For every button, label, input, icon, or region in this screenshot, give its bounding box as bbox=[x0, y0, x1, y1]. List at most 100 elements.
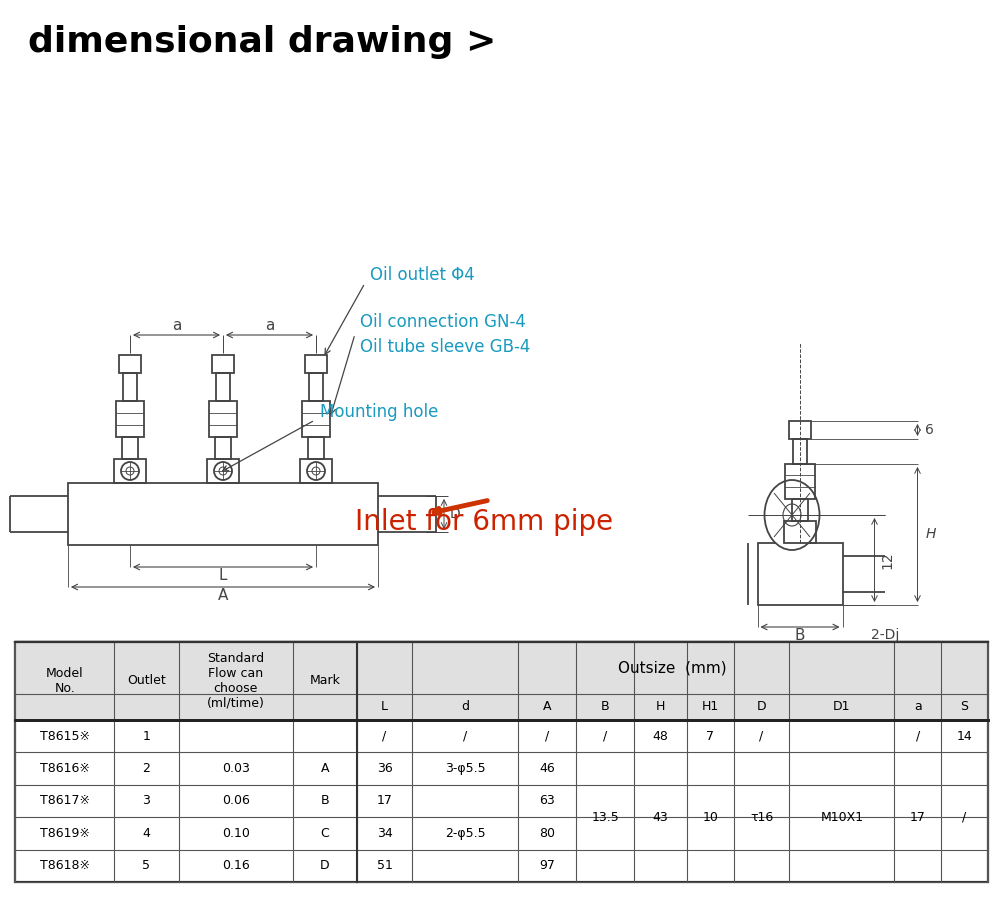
Bar bbox=[122, 437, 138, 459]
Bar bbox=[119, 355, 141, 373]
Text: 5: 5 bbox=[142, 860, 150, 872]
Bar bbox=[789, 421, 811, 439]
Bar bbox=[209, 401, 237, 437]
Bar bbox=[785, 464, 815, 499]
Text: T8617※: T8617※ bbox=[40, 795, 90, 807]
Bar bbox=[216, 373, 230, 401]
Text: 0.16: 0.16 bbox=[222, 860, 249, 872]
Text: 12: 12 bbox=[881, 551, 895, 569]
Text: M10X1: M10X1 bbox=[820, 811, 863, 824]
Text: H: H bbox=[926, 527, 936, 542]
Text: B: B bbox=[601, 700, 610, 714]
Text: Mark: Mark bbox=[309, 674, 340, 688]
Text: /: / bbox=[759, 730, 764, 742]
Text: B: B bbox=[320, 795, 329, 807]
Text: 17: 17 bbox=[377, 795, 393, 807]
Bar bbox=[302, 401, 330, 437]
Bar bbox=[305, 355, 327, 373]
Text: 0.03: 0.03 bbox=[222, 762, 250, 775]
Text: /: / bbox=[916, 730, 920, 742]
Text: D: D bbox=[450, 507, 461, 521]
Text: Oil outlet Φ4: Oil outlet Φ4 bbox=[370, 266, 475, 284]
Text: L: L bbox=[381, 700, 388, 714]
Bar bbox=[793, 439, 807, 464]
Text: /: / bbox=[603, 730, 607, 742]
Ellipse shape bbox=[765, 480, 820, 550]
Text: A: A bbox=[218, 589, 228, 604]
Text: 0.06: 0.06 bbox=[222, 795, 250, 807]
Text: d: d bbox=[461, 700, 469, 714]
Text: T8615※: T8615※ bbox=[40, 730, 90, 742]
Text: 6: 6 bbox=[926, 423, 934, 437]
Bar bbox=[15, 642, 988, 882]
Bar bbox=[309, 373, 323, 401]
Text: T8616※: T8616※ bbox=[40, 762, 90, 775]
Text: 43: 43 bbox=[653, 811, 669, 824]
Text: 17: 17 bbox=[910, 811, 926, 824]
Text: 34: 34 bbox=[377, 827, 392, 840]
Text: τ16: τ16 bbox=[750, 811, 773, 824]
Text: T8619※: T8619※ bbox=[40, 827, 90, 840]
Bar bbox=[114, 459, 146, 483]
Text: Outlet: Outlet bbox=[127, 674, 166, 688]
Text: /: / bbox=[382, 730, 387, 742]
Text: H1: H1 bbox=[702, 700, 719, 714]
Text: 3-φ5.5: 3-φ5.5 bbox=[445, 762, 485, 775]
Bar bbox=[758, 543, 842, 605]
Text: /: / bbox=[463, 730, 467, 742]
Bar bbox=[212, 355, 234, 373]
Text: 3: 3 bbox=[143, 795, 150, 807]
Text: A: A bbox=[320, 762, 329, 775]
Text: 51: 51 bbox=[377, 860, 393, 872]
Text: Standard
Flow can
choose
(ml/time): Standard Flow can choose (ml/time) bbox=[207, 652, 265, 710]
Bar bbox=[215, 437, 231, 459]
Bar bbox=[207, 459, 239, 483]
Bar bbox=[308, 437, 324, 459]
Text: /: / bbox=[962, 811, 967, 824]
Text: 14: 14 bbox=[957, 730, 972, 742]
Text: 46: 46 bbox=[539, 762, 555, 775]
Circle shape bbox=[121, 462, 139, 480]
Text: H: H bbox=[656, 700, 665, 714]
Text: /: / bbox=[545, 730, 549, 742]
Text: dimensional drawing >: dimensional drawing > bbox=[28, 25, 496, 59]
Text: D: D bbox=[757, 700, 766, 714]
Text: 2-φ5.5: 2-φ5.5 bbox=[445, 827, 485, 840]
Text: 63: 63 bbox=[539, 795, 555, 807]
Bar bbox=[792, 499, 808, 521]
Text: D1: D1 bbox=[833, 700, 851, 714]
Bar bbox=[15, 642, 988, 694]
Text: 13.5: 13.5 bbox=[591, 811, 619, 824]
Text: 0.10: 0.10 bbox=[222, 827, 250, 840]
Text: C: C bbox=[320, 827, 329, 840]
Text: A: A bbox=[543, 700, 551, 714]
Bar bbox=[300, 459, 332, 483]
Text: B: B bbox=[795, 628, 805, 644]
Text: 10: 10 bbox=[702, 811, 718, 824]
Text: T8618※: T8618※ bbox=[40, 860, 90, 872]
Text: 2: 2 bbox=[143, 762, 150, 775]
Text: 48: 48 bbox=[653, 730, 669, 742]
Text: Inlet for 6mm pipe: Inlet for 6mm pipe bbox=[355, 508, 613, 536]
Text: 36: 36 bbox=[377, 762, 392, 775]
Text: 2-Dj: 2-Dj bbox=[870, 628, 899, 642]
Bar bbox=[123, 373, 137, 401]
Bar bbox=[15, 642, 988, 882]
Bar bbox=[15, 694, 988, 720]
Text: 7: 7 bbox=[706, 730, 714, 742]
Circle shape bbox=[214, 462, 232, 480]
Text: Outsize  (mm): Outsize (mm) bbox=[618, 661, 727, 676]
Bar bbox=[784, 521, 816, 543]
Text: D: D bbox=[320, 860, 330, 872]
Text: a: a bbox=[265, 319, 274, 334]
Text: Oil tube sleeve GB-4: Oil tube sleeve GB-4 bbox=[360, 338, 530, 356]
Text: a: a bbox=[914, 700, 922, 714]
Bar bbox=[116, 401, 144, 437]
Circle shape bbox=[307, 462, 325, 480]
Text: a: a bbox=[172, 319, 181, 334]
Text: Oil connection GN-4: Oil connection GN-4 bbox=[360, 313, 526, 331]
Text: 97: 97 bbox=[539, 860, 555, 872]
Text: 4: 4 bbox=[143, 827, 150, 840]
Text: L: L bbox=[219, 568, 227, 582]
Bar bbox=[68, 483, 378, 545]
